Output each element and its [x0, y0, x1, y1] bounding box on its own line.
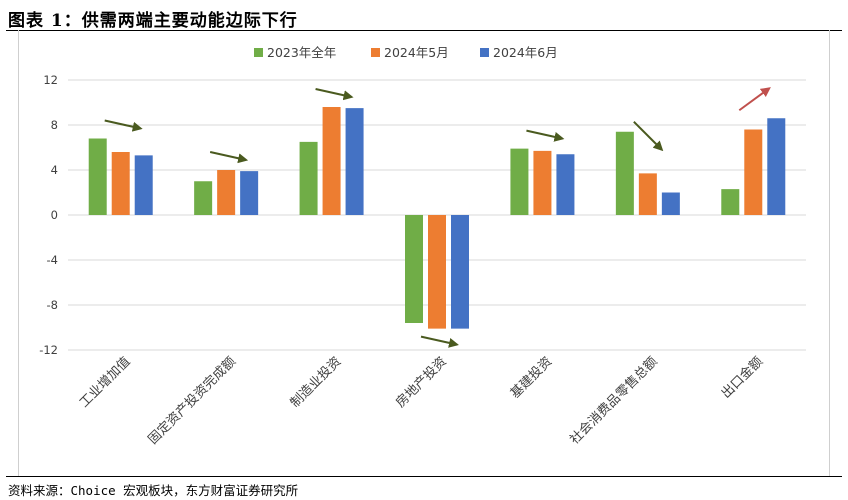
title-rule — [6, 30, 842, 31]
x-category-label: 工业增加值 — [76, 354, 133, 411]
y-tick-label: 8 — [51, 118, 58, 132]
legend-swatch — [480, 48, 489, 57]
y-axis-ticks: -12 -8 -4 0 4 8 12 — [39, 73, 58, 357]
trend-arrow — [526, 129, 565, 142]
bar — [299, 141, 318, 215]
x-category-label: 固定资产投资完成额 — [145, 354, 239, 448]
trend-arrow — [209, 151, 249, 164]
footer-rule — [6, 476, 842, 477]
trend-arrow — [104, 119, 143, 132]
legend-label: 2023年全年 — [267, 45, 336, 60]
bar — [510, 148, 529, 215]
bar — [615, 131, 634, 215]
trend-arrow — [633, 121, 664, 152]
legend-swatch — [254, 48, 263, 57]
bar — [322, 107, 341, 215]
bar — [240, 171, 259, 215]
x-category-label: 出口金额 — [718, 354, 766, 402]
x-category-label: 社会消费品零售总额 — [567, 354, 661, 448]
trend-arrows — [104, 87, 771, 348]
y-tick-label: -8 — [47, 298, 58, 312]
bar — [134, 155, 153, 215]
y-tick-label: 12 — [43, 73, 58, 87]
bar — [451, 215, 469, 329]
bar — [767, 118, 786, 215]
legend-swatch — [371, 48, 380, 57]
figure-title: 图表 1：供需两端主要动能边际下行 — [8, 11, 298, 31]
bar — [194, 181, 213, 215]
trend-arrow — [420, 335, 459, 348]
bar — [345, 108, 364, 215]
legend: 2023年全年 2024年5月 2024年6月 — [254, 45, 558, 60]
bar — [533, 150, 552, 215]
y-tick-label: -12 — [39, 343, 58, 357]
legend-label: 2024年5月 — [384, 45, 449, 60]
trend-arrow — [315, 88, 354, 101]
bars — [88, 107, 786, 329]
bar — [428, 215, 446, 329]
bar — [111, 152, 130, 215]
bar — [744, 129, 763, 215]
legend-label: 2024年6月 — [493, 45, 558, 60]
x-category-label: 制造业投资 — [287, 354, 344, 411]
bar — [217, 170, 236, 215]
y-tick-label: 0 — [51, 208, 58, 222]
x-category-label: 基建投资 — [507, 354, 555, 402]
y-tick-label: 4 — [51, 163, 58, 177]
bar — [638, 173, 657, 215]
trend-arrow — [738, 87, 771, 112]
bar — [661, 192, 680, 215]
x-axis-labels: 工业增加值 固定资产投资完成额 制造业投资 房地产投资 基建投资 社会消费品零售总额 出口金… — [76, 354, 766, 448]
y-tick-label: -4 — [47, 253, 58, 267]
source-note: 资料来源：Choice 宏观板块，东方财富证券研究所 — [8, 483, 299, 498]
bar — [88, 138, 107, 215]
bar — [721, 189, 740, 215]
x-category-label: 房地产投资 — [393, 354, 450, 411]
bar — [405, 215, 423, 323]
chart-frame — [18, 30, 830, 476]
bar — [556, 154, 575, 215]
